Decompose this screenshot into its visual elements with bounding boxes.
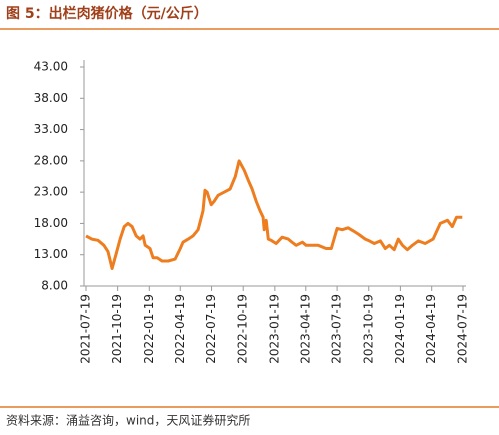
x-tick-label: 2022-01-19 — [142, 294, 156, 364]
x-tick-label: 2023-04-19 — [298, 294, 312, 364]
x-tick-label: 2023-10-19 — [361, 294, 375, 364]
y-tick-label: 13.00 — [34, 247, 68, 261]
x-tick-label: 2023-01-19 — [267, 294, 281, 364]
x-tick-label: 2022-10-19 — [236, 294, 250, 364]
price-line — [85, 159, 463, 270]
x-tick-label: 2021-10-19 — [110, 294, 124, 364]
y-tick-label: 23.00 — [34, 185, 68, 199]
x-tick-label: 2024-07-19 — [456, 294, 470, 364]
x-tick-label: 2024-04-19 — [424, 294, 438, 364]
source: 资料来源：涌益咨询，wind，天风证券研究所 — [6, 413, 250, 428]
x-tick-label: 2023-07-19 — [330, 294, 344, 364]
x-tick-label: 2022-04-19 — [173, 294, 187, 364]
y-tick-label: 18.00 — [34, 216, 68, 230]
y-tick-label: 28.00 — [34, 153, 68, 167]
y-tick-label: 38.00 — [34, 91, 68, 105]
x-tick-label: 2024-01-19 — [393, 294, 407, 364]
y-tick-label: 8.00 — [41, 279, 68, 293]
y-tick-label: 43.00 — [34, 60, 68, 74]
x-tick-label: 2022-07-19 — [204, 294, 218, 364]
y-tick-label: 33.00 — [34, 122, 68, 136]
x-tick-label: 2021-07-19 — [79, 294, 93, 364]
chart-title: 图 5：出栏肉猪价格（元/公斤） — [6, 5, 208, 22]
